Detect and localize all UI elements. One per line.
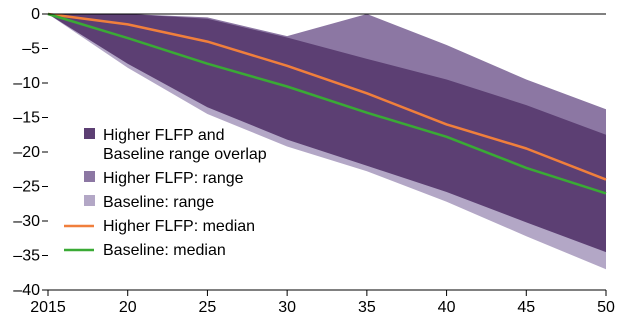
y-tick-label: –35: [13, 248, 40, 265]
range-area-higher-flfp-and-baseline-range-overlap: [48, 14, 606, 253]
legend-label: Higher FLFP and: [103, 127, 225, 144]
x-tick-label: 45: [517, 299, 535, 316]
y-tick-label: 0: [31, 6, 40, 23]
x-tick-label: 35: [358, 299, 376, 316]
legend-label: Higher FLFP: median: [103, 218, 255, 235]
y-tick-label: –10: [13, 75, 40, 92]
series-line-higher-flfp-median: [47, 12, 607, 181]
range-areas: [48, 14, 606, 270]
legend-marker-higher-flfp-and-baseline-range-overlap: [84, 128, 95, 139]
y-tick-label: –25: [13, 179, 40, 196]
y-tick-label: –20: [13, 144, 40, 161]
median-lines: [47, 12, 607, 195]
y-tick-label: –15: [13, 110, 40, 127]
legend-label: Higher FLFP: range: [103, 170, 244, 187]
range-area-higher-flfp-range: [48, 14, 606, 190]
y-tick-label: –40: [13, 282, 40, 299]
y-tick-label: –30: [13, 213, 40, 230]
x-tick-label: 40: [438, 299, 456, 316]
legend: Higher FLFP and Baseline range overlap Hig…: [64, 127, 267, 259]
legend-marker-baseline-range: [84, 195, 95, 206]
series-line-baseline-median: [47, 12, 607, 195]
x-tick-label: 30: [278, 299, 296, 316]
x-tick-label: 2015: [30, 299, 66, 316]
y-tick-label: –5: [22, 41, 40, 58]
x-tick-label: 25: [199, 299, 217, 316]
legend-marker-higher-flfp-range: [84, 171, 95, 182]
x-tick-label: 20: [119, 299, 137, 316]
legend-label: Baseline: range: [103, 194, 214, 211]
x-tick-label: 50: [597, 299, 615, 316]
legend-label: Baseline range overlap: [103, 146, 267, 163]
legend-label: Baseline: median: [103, 242, 226, 259]
